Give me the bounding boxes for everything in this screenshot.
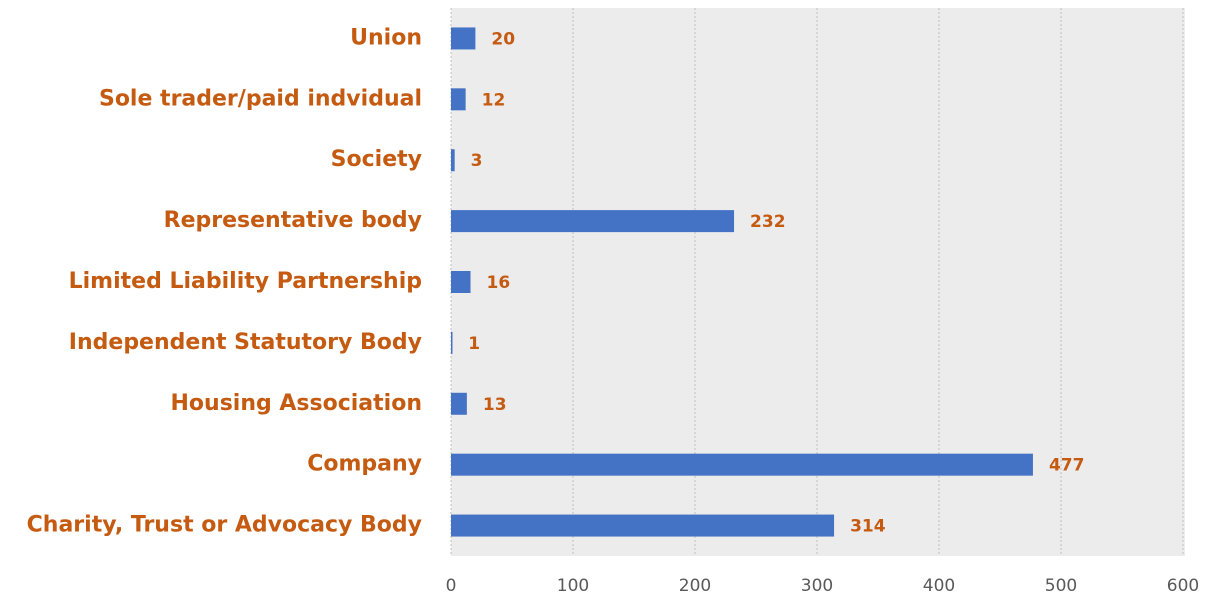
- x-tick-label: 500: [1045, 576, 1077, 596]
- data-label: 232: [750, 212, 786, 232]
- bar: [451, 149, 455, 172]
- data-label: 3: [471, 151, 483, 171]
- x-tick-label: 0: [446, 576, 457, 596]
- x-tick-label: 600: [1167, 576, 1199, 596]
- x-tick-label: 100: [557, 576, 589, 596]
- bar: [451, 453, 1033, 476]
- y-tick-label: Company: [307, 452, 422, 477]
- y-tick-label: Society: [331, 147, 422, 172]
- y-tick-label: Independent Statutory Body: [69, 330, 422, 355]
- data-label: 20: [491, 29, 515, 49]
- data-label: 16: [487, 273, 511, 293]
- y-tick-label: Representative body: [164, 208, 422, 233]
- data-label: 12: [482, 90, 506, 110]
- x-tick-label: 400: [923, 576, 955, 596]
- bar: [451, 88, 466, 111]
- y-tick-label: Charity, Trust or Advocacy Body: [27, 513, 422, 538]
- data-label: 314: [850, 517, 886, 537]
- y-tick-label: Union: [350, 25, 422, 50]
- bar: [451, 331, 453, 354]
- data-label: 477: [1049, 456, 1085, 476]
- bar: [451, 271, 471, 293]
- data-label: 13: [483, 395, 507, 415]
- y-tick-label: Housing Association: [171, 391, 423, 416]
- bar: [451, 27, 476, 50]
- data-label: 1: [468, 334, 480, 354]
- x-tick-label: 300: [801, 576, 833, 596]
- x-tick-label: 200: [679, 576, 711, 596]
- y-tick-label: Limited Liability Partnership: [69, 269, 422, 294]
- y-tick-label: Sole trader/paid indvidual: [99, 86, 422, 111]
- bar: [451, 392, 467, 415]
- bar: [451, 514, 835, 537]
- bar: [451, 210, 735, 233]
